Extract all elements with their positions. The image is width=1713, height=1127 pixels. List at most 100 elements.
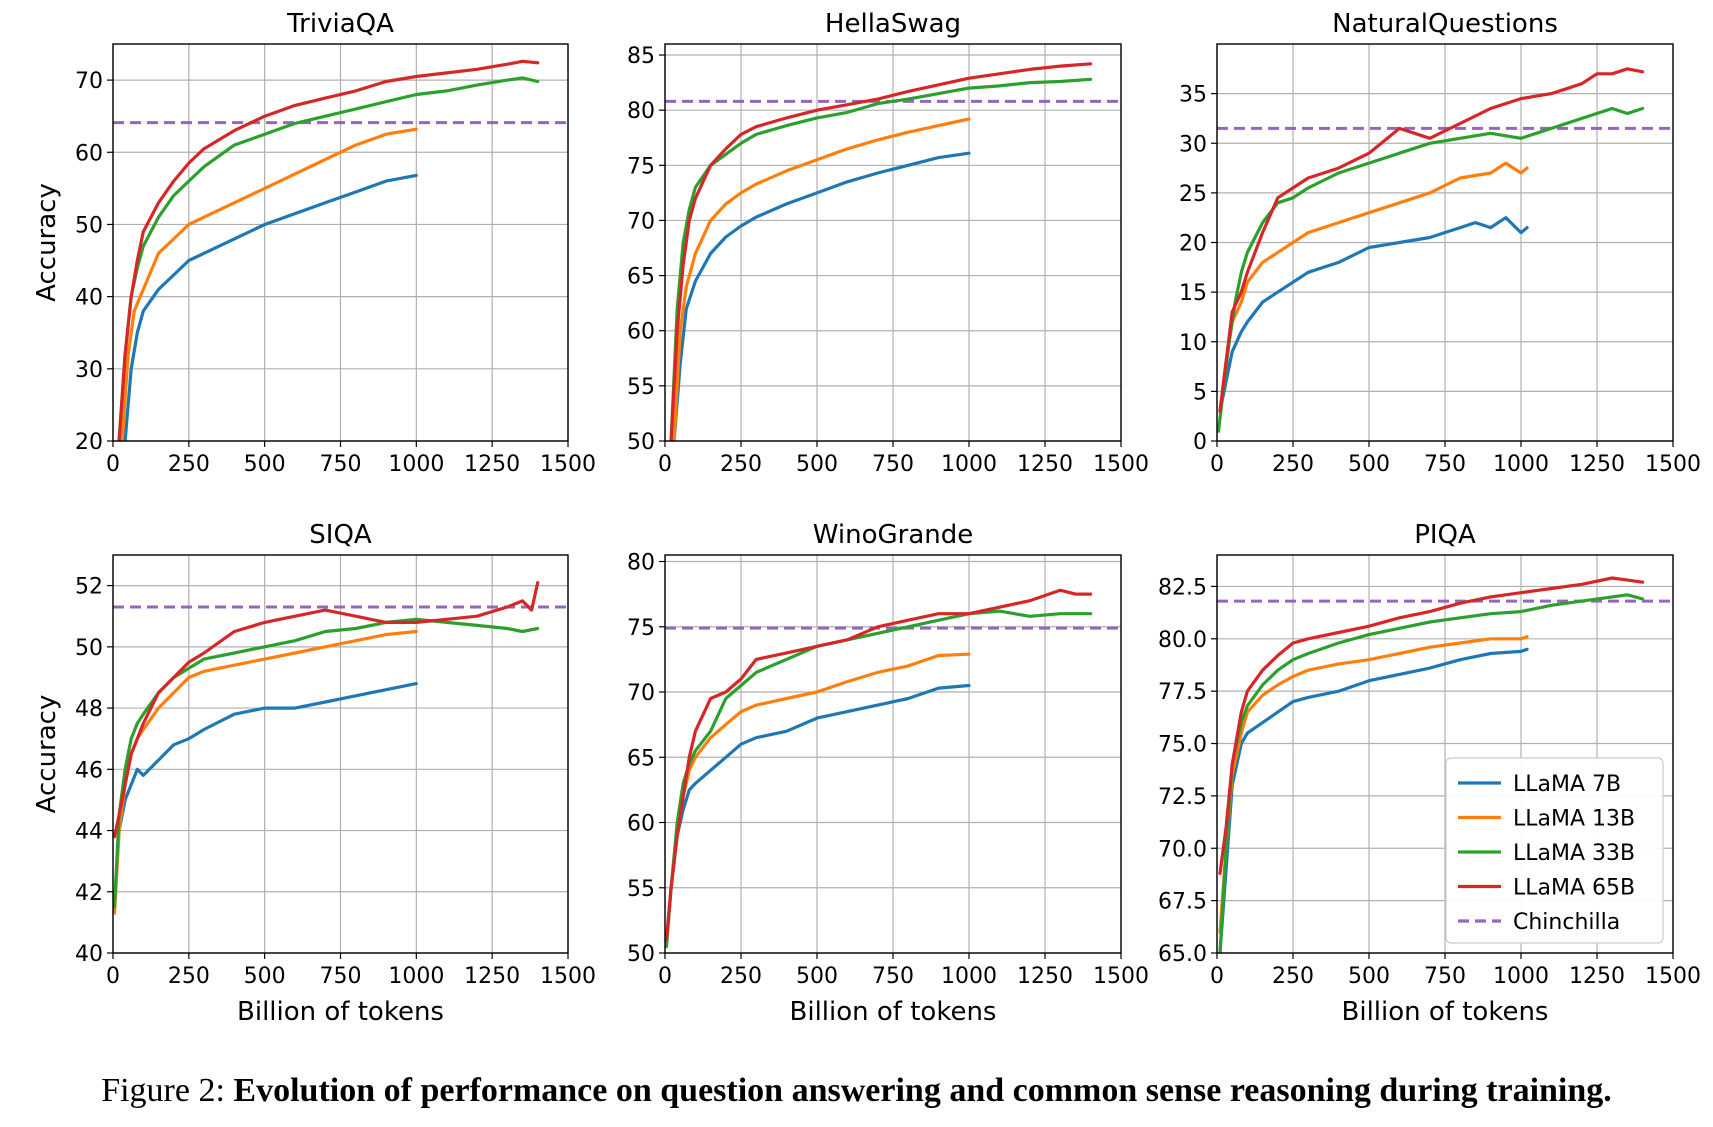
x-tick-label: 0	[1210, 452, 1224, 477]
y-tick-label: 42	[75, 881, 103, 906]
series-line-llama-33b	[1218, 593, 1645, 953]
y-tick-label: 20	[1179, 232, 1207, 257]
series-line-llama-7b	[1218, 647, 1529, 953]
x-tick-label: 500	[1348, 964, 1390, 989]
y-tick-label: 70.0	[1158, 837, 1207, 862]
y-tick-label: 82.5	[1158, 575, 1207, 600]
chart-title: TriviaQA	[286, 9, 394, 39]
y-tick-label: 5	[1193, 380, 1207, 405]
chart-panel-piqa: 0 250 500 750 1000 1250 1500 65.0 67.5 70.0 72.5 75…	[1158, 520, 1701, 1027]
x-tick-label: 1500	[1093, 452, 1149, 477]
x-tick-label: 750	[320, 452, 362, 477]
series-line-llama-33b	[117, 76, 540, 441]
y-tick-label: 60	[627, 320, 655, 345]
figure-caption: Figure 2: Evolution of performance on qu…	[0, 1072, 1713, 1110]
series-line-llama-65b	[1218, 67, 1645, 413]
y-tick-label: 15	[1179, 281, 1207, 306]
legend-box	[1445, 757, 1664, 944]
y-tick-label: 70	[627, 209, 655, 234]
x-tick-label: 1000	[388, 964, 444, 989]
x-tick-label: 500	[1348, 452, 1390, 477]
y-axis-label: Accuracy	[32, 183, 62, 302]
x-tick-label: 1250	[1569, 452, 1625, 477]
series-line-llama-13b	[1218, 635, 1529, 934]
x-tick-label: 1000	[941, 452, 997, 477]
series-line-llama-7b	[113, 681, 418, 909]
y-tick-label: 85	[627, 44, 655, 69]
y-tick-label: 75	[627, 154, 655, 179]
chart-panel-hellaswag: 0 250 500 750 1000 1250 1500 50 55 60 65 70 75 80 85 He…	[627, 9, 1149, 477]
y-tick-label: 50	[75, 213, 103, 238]
x-tick-label: 1250	[464, 964, 520, 989]
series-line-llama-13b	[113, 629, 418, 915]
legend-entry-label: LLaMA 65B	[1513, 876, 1635, 901]
y-tick-label: 30	[75, 358, 103, 383]
caption-text: Evolution of performance on question ans…	[233, 1072, 1612, 1109]
chart-title: PIQA	[1414, 520, 1476, 550]
series-line-llama-65b	[1218, 576, 1645, 876]
x-tick-label: 250	[720, 452, 762, 477]
x-tick-label: 250	[1272, 964, 1314, 989]
y-tick-label: 50	[627, 430, 655, 455]
chart-title: HellaSwag	[825, 9, 961, 39]
series-line-llama-33b	[665, 609, 1093, 949]
x-tick-label: 1000	[1493, 452, 1549, 477]
series-line-llama-13b	[1218, 161, 1529, 413]
y-tick-label: 80.0	[1158, 628, 1207, 653]
y-tick-label: 75	[627, 616, 655, 641]
x-tick-label: 1250	[1017, 964, 1073, 989]
y-tick-label: 67.5	[1158, 890, 1207, 915]
y-tick-label: 55	[627, 877, 655, 902]
x-tick-label: 750	[872, 964, 914, 989]
x-axis-label: Billion of tokens	[1342, 997, 1549, 1027]
y-tick-label: 10	[1179, 331, 1207, 356]
y-tick-label: 80	[627, 551, 655, 576]
x-tick-label: 1500	[1645, 452, 1701, 477]
x-tick-label: 1250	[1017, 452, 1073, 477]
legend-entry-label: LLaMA 7B	[1513, 772, 1621, 797]
y-tick-label: 48	[75, 697, 103, 722]
y-tick-label: 70	[627, 681, 655, 706]
series-line-llama-7b	[1218, 216, 1529, 413]
x-tick-label: 500	[796, 452, 838, 477]
series-line-llama-65b	[665, 588, 1093, 942]
x-tick-label: 0	[106, 964, 120, 989]
x-tick-label: 750	[872, 452, 914, 477]
series-line-llama-65b	[669, 62, 1093, 441]
figure-canvas: 0 250 500 750 1000 1250 1500203040506070Trivia…	[32, 9, 1701, 1027]
chart-title: SIQA	[309, 520, 372, 550]
series-line-llama-65b	[117, 59, 540, 441]
y-tick-label: 35	[1179, 83, 1207, 108]
chart-title: NaturalQuestions	[1332, 9, 1558, 39]
series-line-llama-13b	[120, 127, 418, 441]
y-tick-label: 60	[75, 141, 103, 166]
legend-entry-label: LLaMA 33B	[1513, 841, 1635, 866]
chart-legend: LLaMA 7B LLaMA 13B LLaMA 33B LLaMA 65B Chinc…	[1445, 757, 1664, 944]
x-tick-label: 1000	[1493, 964, 1549, 989]
x-tick-label: 0	[1210, 964, 1224, 989]
y-tick-label: 65	[627, 746, 655, 771]
series-line-llama-33b	[113, 617, 540, 909]
x-tick-label: 0	[106, 452, 120, 477]
legend-entry-label: LLaMA 13B	[1513, 807, 1635, 832]
y-tick-label: 52	[75, 575, 103, 600]
caption-prefix: Figure 2:	[101, 1072, 225, 1109]
y-tick-label: 0	[1193, 430, 1207, 455]
y-tick-label: 46	[75, 758, 103, 783]
series-line-llama-33b	[1217, 106, 1645, 433]
x-axis-label: Billion of tokens	[237, 997, 444, 1027]
chart-title: WinoGrande	[813, 520, 974, 550]
x-tick-label: 1500	[1645, 964, 1701, 989]
chart-panel-siqa: 0 250 500 750 1000 1250 1500 40 42 44 46 48 50 52 SIQA…	[32, 520, 596, 1027]
x-tick-label: 500	[244, 964, 286, 989]
y-tick-label: 40	[75, 942, 103, 967]
x-tick-label: 750	[1424, 452, 1466, 477]
series-line-llama-7b	[123, 173, 418, 441]
x-tick-label: 1500	[540, 452, 596, 477]
x-tick-label: 0	[658, 964, 672, 989]
x-axis-label: Billion of tokens	[790, 997, 997, 1027]
y-tick-label: 60	[627, 812, 655, 837]
y-tick-label: 77.5	[1158, 680, 1207, 705]
y-tick-label: 75.0	[1158, 733, 1207, 758]
y-axis-label: Accuracy	[32, 695, 62, 814]
